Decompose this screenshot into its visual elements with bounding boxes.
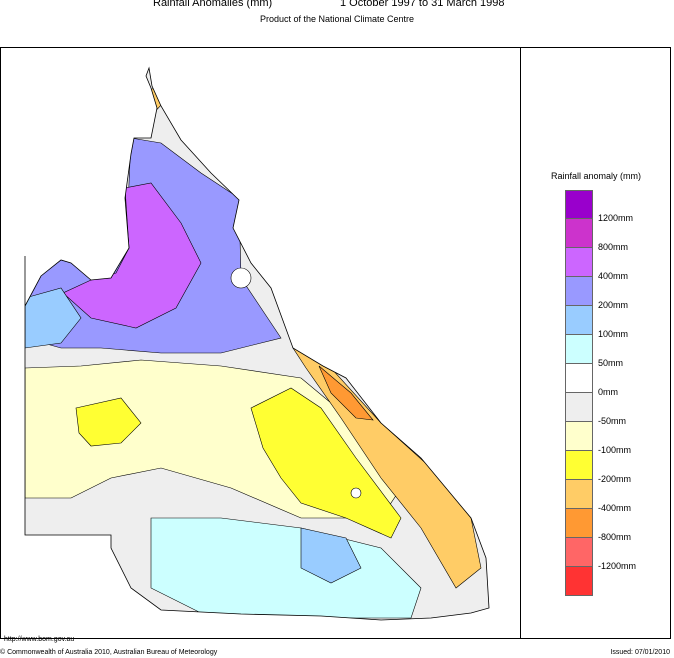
- legend-label: 400mm: [598, 271, 629, 281]
- legend-label: 200mm: [598, 300, 629, 310]
- legend-label: -800mm: [598, 532, 632, 542]
- legend-label: -100mm: [598, 445, 632, 455]
- anomaly-zone-0-coast: [350, 487, 362, 499]
- legend-swatch: [565, 393, 593, 422]
- anomaly-zone-minus-200-inland: [250, 387, 402, 539]
- legend-colour-scale: [565, 190, 593, 596]
- legend-label: 1200mm: [598, 213, 634, 223]
- anomaly-zone-plus-800-gulf: [62, 182, 202, 329]
- legend-swatch: [565, 306, 593, 335]
- legend-swatch: [565, 190, 593, 219]
- map-period: 1 October 1997 to 31 March 1998: [340, 0, 505, 9]
- legend-title: Rainfall anomaly (mm): [550, 171, 642, 181]
- source-url: http://www.bom.gov.au: [4, 636, 75, 643]
- anomaly-zone-0-north: [230, 267, 252, 289]
- map-frame: [0, 47, 671, 639]
- anomaly-zone-minus-800-coast: [318, 365, 374, 421]
- legend-swatch: [565, 248, 593, 277]
- anomaly-zone-plus-100-south: [150, 517, 422, 619]
- legend-label: 50mm: [598, 358, 624, 368]
- legend-label: 100mm: [598, 329, 629, 339]
- legend-swatch: [565, 538, 593, 567]
- anomaly-zone-minus-200-west: [75, 397, 142, 447]
- map-subtitle: Product of the National Climate Centre: [259, 14, 415, 24]
- legend-swatch: [565, 335, 593, 364]
- legend-label: -400mm: [598, 503, 632, 513]
- copyright-notice: © Commonwealth of Australia 2010, Austra…: [0, 649, 218, 656]
- legend-swatch: [565, 480, 593, 509]
- map-title: Rainfall Anomalies (mm): [153, 0, 273, 9]
- legend-divider: [520, 47, 521, 639]
- legend-label: -1200mm: [598, 561, 637, 571]
- anomaly-zone-plus-200-west: [25, 287, 82, 349]
- issued-date: Issued: 07/01/2010: [610, 649, 670, 656]
- legend-label: -200mm: [598, 474, 632, 484]
- legend-swatch: [565, 451, 593, 480]
- legend-swatch: [565, 422, 593, 451]
- legend-swatch: [565, 219, 593, 248]
- anomaly-zone-minus-400-coast: [292, 347, 482, 589]
- legend-swatch: [565, 509, 593, 538]
- queensland-border: [24, 66, 490, 621]
- legend-label: 0mm: [598, 387, 618, 397]
- legend-label: 800mm: [598, 242, 629, 252]
- anomaly-zone-plus-200-south: [300, 527, 362, 584]
- legend-swatch: [565, 277, 593, 306]
- legend-swatch: [565, 364, 593, 393]
- legend-label: -50mm: [598, 416, 627, 426]
- queensland-rainfall-map: [24, 66, 490, 621]
- legend-swatch: [565, 567, 593, 596]
